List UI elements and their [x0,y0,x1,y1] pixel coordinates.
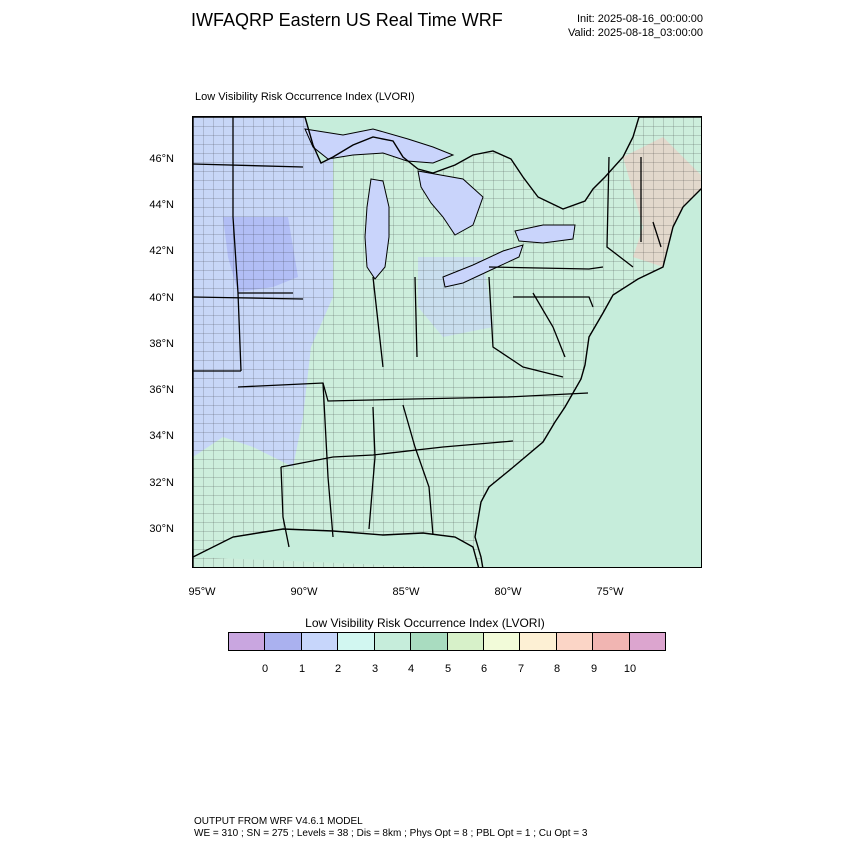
colorbar-title: Low Visibility Risk Occurrence Index (LV… [305,616,545,630]
colorbar-cell [483,633,521,650]
colorbar-cell [265,633,302,650]
lon-label: 90°W [290,586,318,598]
colorbar-cell [374,633,412,650]
lon-label: 85°W [392,586,420,598]
lake-erie [442,244,524,288]
colorbar-cell [556,633,594,650]
lat-label: 38°N [149,338,174,350]
lat-label: 32°N [149,477,174,489]
colorbar-tick-label: 5 [444,663,452,675]
colorbar-tick-label: 10 [623,663,637,675]
colorbar-tick-label: 6 [480,663,488,675]
map-canvas [193,117,701,567]
colorbar-tick-label: 4 [407,663,415,675]
lon-label: 95°W [188,586,216,598]
colorbar-cell [229,633,266,650]
model-info-line-2: WE = 310 ; SN = 275 ; Levels = 38 ; Dis … [194,828,588,839]
colorbar-tick-label: 0 [261,663,269,675]
coastline [193,117,701,567]
model-info-line-1: OUTPUT FROM WRF V4.6.1 MODEL [194,816,363,827]
lat-label: 42°N [149,245,174,257]
colorbar-cell [520,633,557,650]
lat-label: 36°N [149,384,174,396]
map-variable-label: Low Visibility Risk Occurrence Index (LV… [195,91,415,103]
state-boundaries [193,117,662,548]
colorbar-tick-label: 1 [298,663,306,675]
lon-label: 80°W [494,586,522,598]
colorbar-tick-label: 7 [517,663,525,675]
lake-michigan [364,178,390,280]
colorbar-cell [301,633,339,650]
colorbar-tick-label: 2 [334,663,342,675]
lat-label: 46°N [149,153,174,165]
lat-label: 34°N [149,430,174,442]
colorbar-cell [338,633,375,650]
valid-time: Valid: 2025-08-18_03:00:00 [568,27,703,39]
colorbar-cell [447,633,484,650]
colorbar-cell [411,633,448,650]
lake-huron [417,170,484,236]
colorbar-cell [629,633,666,650]
page-title: IWFAQRP Eastern US Real Time WRF [191,10,503,30]
colorbar [228,632,666,651]
lake-ontario [514,224,576,244]
lat-label: 40°N [149,292,174,304]
init-time: Init: 2025-08-16_00:00:00 [577,13,703,25]
colorbar-tick-label: 9 [590,663,598,675]
map-panel [192,116,702,568]
colorbar-tick-label: 8 [553,663,561,675]
gulf-coastline [193,528,480,567]
colorbar-tick-label: 3 [371,663,379,675]
lat-label: 30°N [149,523,174,535]
lat-label: 44°N [149,199,174,211]
lon-label: 75°W [596,586,624,598]
colorbar-cell [593,633,630,650]
